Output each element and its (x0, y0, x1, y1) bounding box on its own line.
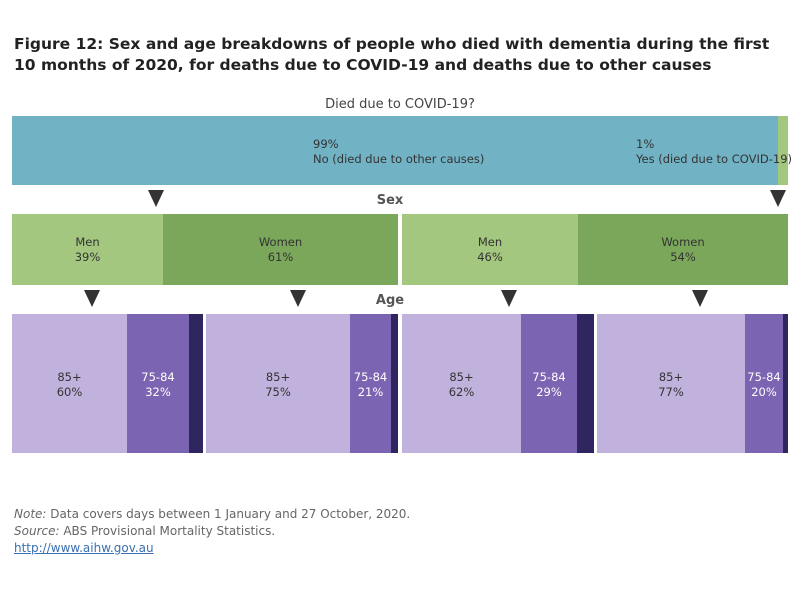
age-label: 85+ (449, 370, 474, 384)
age-pct: 75% (265, 385, 291, 399)
age-pct: 21% (357, 385, 384, 399)
source-label: Source: (14, 524, 60, 538)
sex-no-women-bar[interactable] (163, 214, 398, 285)
age-label: 75-84 (353, 370, 388, 384)
age-bar-75-84[interactable] (127, 314, 189, 453)
sex-yes-men-pct: 46% (477, 250, 503, 264)
age-pct: 60% (56, 385, 83, 399)
sex-yes-women-bar[interactable] (578, 214, 788, 285)
age-bar-85plus[interactable] (12, 314, 127, 453)
sex-no-men-name: Men (75, 235, 100, 249)
age-bar-under-75[interactable] (189, 314, 203, 453)
drill-down-arrow-icon (290, 290, 306, 307)
covid-no-name: No (died due to other causes) (313, 152, 485, 166)
note-label: Note: (14, 507, 47, 521)
sex-no-women-name: Women (258, 235, 303, 249)
age-bar-85plus[interactable] (206, 314, 350, 453)
covid-no-bar[interactable] (12, 116, 778, 185)
age-pct: 32% (145, 385, 171, 399)
source-text: ABS Provisional Mortality Statistics. (59, 524, 276, 538)
age-label: 85+ (265, 370, 291, 384)
covid-yes-name: Yes (died due to COVID-19) (636, 152, 793, 166)
note-line: Note: Data covers days between 1 January… (14, 506, 410, 523)
drill-down-arrow-icon (770, 190, 786, 207)
age-bar-75-84[interactable] (745, 314, 783, 453)
age-pct: 29% (536, 385, 562, 399)
age-bar-85plus[interactable] (402, 314, 521, 453)
age-pct: 62% (448, 385, 475, 399)
covid-yes-bar[interactable] (778, 116, 788, 185)
age-label: 75-84 (141, 370, 175, 384)
covid-yes-pct: 1% (636, 137, 655, 151)
drill-down-arrow-icon (148, 190, 164, 207)
note-text: Data covers days between 1 January and 2… (46, 507, 411, 521)
age-bar-under-75[interactable] (577, 314, 594, 453)
age-label: 75-84 (747, 370, 781, 384)
age-bar-under-75[interactable] (391, 314, 398, 453)
chart-title: Figure 12: Sex and age breakdowns of peo… (14, 35, 770, 74)
age-bar-75-84[interactable] (350, 314, 391, 453)
drill-down-arrow-icon (501, 290, 517, 307)
sex-level-header: Sex (376, 193, 404, 208)
sex-yes-men-bar[interactable] (402, 214, 578, 285)
sex-yes-women-pct: 54% (670, 250, 696, 264)
age-pct: 20% (751, 385, 777, 399)
sex-yes-women-name: Women (661, 235, 705, 249)
age-label: 85+ (658, 370, 684, 384)
sex-yes-men-name: Men (477, 235, 503, 249)
drill-down-arrow-icon (84, 290, 100, 307)
age-label: 75-84 (532, 370, 566, 384)
age-bar-75-84[interactable] (521, 314, 577, 453)
age-level-header: Age (375, 293, 405, 308)
drill-down-arrow-icon (692, 290, 708, 307)
sex-no-men-bar[interactable] (12, 214, 163, 285)
source-line: Source: ABS Provisional Mortality Statis… (14, 523, 275, 540)
age-label: 85+ (57, 370, 82, 384)
age-pct: 77% (658, 385, 684, 399)
covid-no-pct: 99% (313, 137, 339, 151)
covid-level-header: Died due to COVID-19? (325, 97, 475, 112)
age-bar-under-75[interactable] (783, 314, 788, 453)
age-bar-85plus[interactable] (597, 314, 745, 453)
sex-no-women-pct: 61% (267, 250, 294, 264)
sex-no-men-pct: 39% (74, 250, 101, 264)
aihw-link[interactable]: http://www.aihw.gov.au (14, 541, 154, 555)
